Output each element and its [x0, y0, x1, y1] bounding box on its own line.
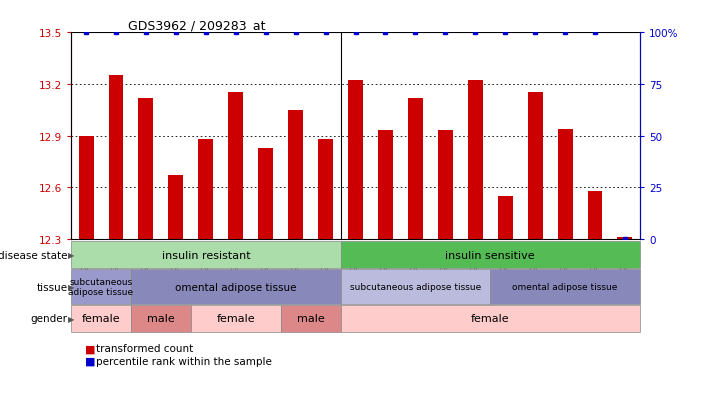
- Bar: [438, 131, 453, 240]
- Bar: [468, 81, 483, 240]
- Text: male: male: [296, 313, 324, 324]
- Bar: [139, 98, 154, 240]
- Text: gender: gender: [31, 313, 68, 324]
- Text: GDS3962 / 209283_at: GDS3962 / 209283_at: [128, 19, 265, 31]
- Text: transformed count: transformed count: [96, 344, 193, 354]
- Text: ▶: ▶: [68, 251, 75, 259]
- Bar: [318, 140, 333, 240]
- Bar: [258, 148, 273, 240]
- Text: tissue: tissue: [36, 282, 68, 292]
- Text: insulin sensitive: insulin sensitive: [445, 250, 535, 260]
- Text: disease state: disease state: [0, 250, 68, 260]
- Bar: [288, 111, 303, 240]
- Text: ■: ■: [85, 356, 96, 366]
- Text: insulin resistant: insulin resistant: [161, 250, 250, 260]
- Bar: [198, 140, 213, 240]
- Text: omental adipose tissue: omental adipose tissue: [513, 282, 618, 291]
- Bar: [587, 191, 602, 240]
- Text: female: female: [471, 313, 510, 324]
- Text: female: female: [82, 313, 120, 324]
- Bar: [79, 136, 94, 240]
- Bar: [498, 197, 513, 240]
- Text: omental adipose tissue: omental adipose tissue: [175, 282, 296, 292]
- Bar: [617, 238, 632, 240]
- Bar: [408, 98, 423, 240]
- Text: subcutaneous adipose tissue: subcutaneous adipose tissue: [350, 282, 481, 291]
- Bar: [348, 81, 363, 240]
- Bar: [228, 93, 243, 240]
- Bar: [109, 76, 124, 240]
- Bar: [378, 131, 393, 240]
- Text: ▶: ▶: [68, 282, 75, 291]
- Text: ▶: ▶: [68, 314, 75, 323]
- Bar: [169, 176, 183, 240]
- Text: male: male: [147, 313, 175, 324]
- Text: percentile rank within the sample: percentile rank within the sample: [96, 356, 272, 366]
- Text: female: female: [216, 313, 255, 324]
- Text: ■: ■: [85, 344, 96, 354]
- Text: subcutaneous
adipose tissue: subcutaneous adipose tissue: [68, 277, 134, 297]
- Bar: [557, 129, 572, 240]
- Bar: [528, 93, 542, 240]
